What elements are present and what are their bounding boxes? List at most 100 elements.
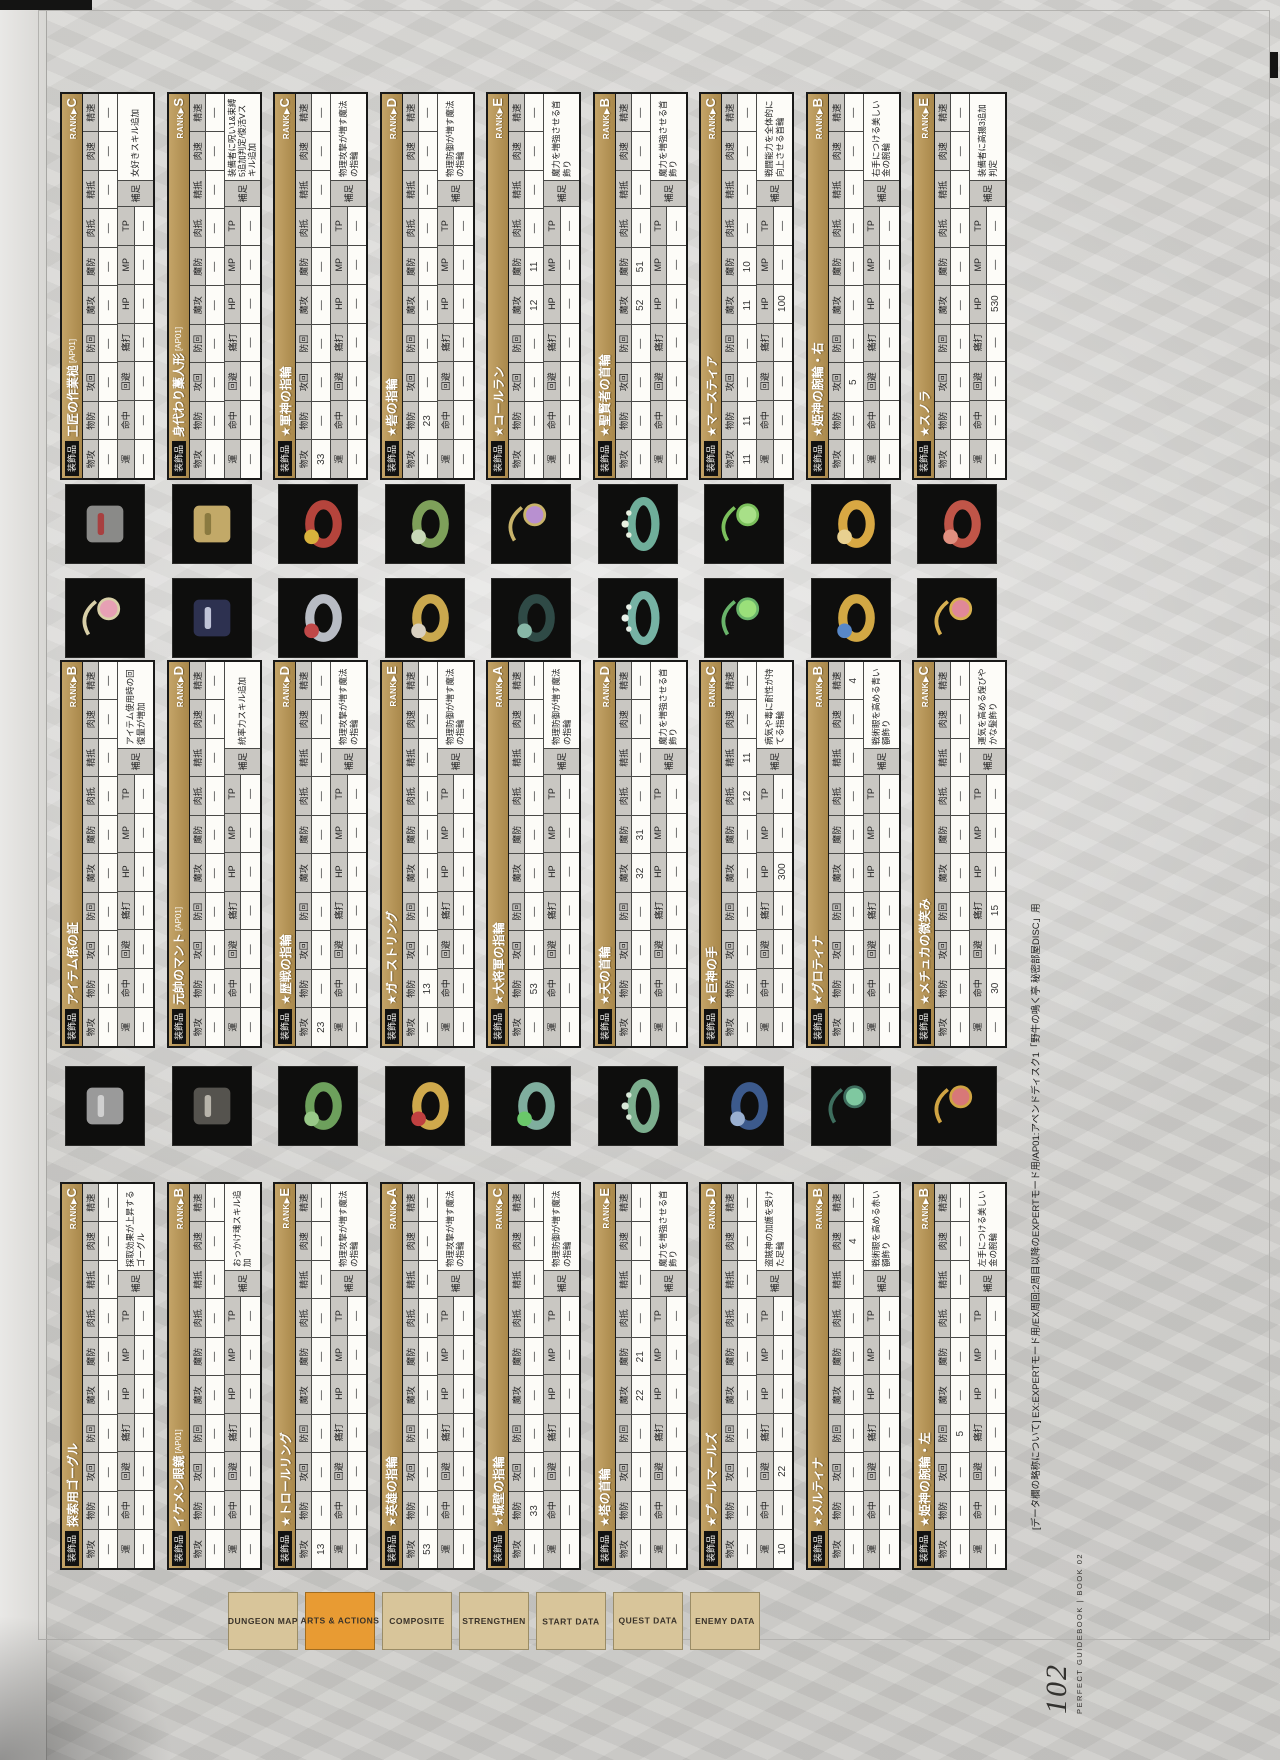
stat-header: 肉抵 [189,208,206,247]
stat-pair: TP — [544,205,579,245]
stat-header: 運 [650,440,668,478]
stat-header: 攻回 [189,362,206,401]
name-band: 装飾品 ★砦の指輪 RANK▶D [381,94,403,478]
stat-value: — [241,245,260,284]
stat-value: — [880,323,899,362]
rank-letter: E [916,98,931,107]
item-icon [65,484,145,564]
stat-pair: 運— [331,439,366,478]
stat-value: — [631,362,651,401]
rank-label: RANK▶ [388,107,398,140]
stat-header: 魔防 [189,247,206,286]
stat-value: — [418,439,438,478]
rank-letter: B [596,98,612,108]
stat-pair: 運— [970,439,1005,478]
stat-header: 命中 [224,401,242,440]
stat-value: — [738,131,757,170]
stat-value: 100 [773,284,792,323]
page-footer: 102 PERFECT GUIDEBOOK | BOOK 02 [1040,1553,1084,1714]
stat-header: 痛打 [650,323,668,362]
stat-header: 回避 [544,362,561,401]
stat-header: 物攻 [83,439,99,478]
stat-pair: TP — [757,205,792,245]
stat-value: — [667,206,686,245]
stat-header-row-1: 物攻物防攻回防回魔攻魔防肉抵精抵肉速精速 [402,94,419,478]
stat-header: MP [224,245,242,284]
item-name: ★姫神の腕輪・右 [811,342,825,437]
accessory-table: 装飾品 ★マースティア RANK▶C 物攻 物防 攻回 防回 魔攻 魔防 肉抵 精抵 肉速 精速 … [699,92,794,480]
stat-value: — [844,94,864,132]
stat-value: — [205,208,225,247]
supplement-text: 右手につける美しい金の腕輪 [863,94,899,180]
stat-value: — [844,247,864,286]
stat-header: TP [331,206,348,245]
supplement-text: 装備者に高揚3追加判定 [970,94,1005,180]
stat-pair: MP — [331,244,366,284]
stat-value: — [418,131,438,170]
item-name: ★スノラ [917,390,932,437]
accessory-entry: 装飾品 ★マースティア RANK▶C 物攻 物防 攻回 防回 魔攻 魔防 肉抵 精抵 肉速 精速 … [697,0,794,1760]
item-icon [384,578,465,658]
stat-value: — [347,362,366,401]
stat-value: — [525,131,544,170]
stat-header: 魔防 [509,247,525,286]
stat-value: — [738,208,757,247]
stat-value: — [951,324,970,363]
stat-value: — [986,206,1005,245]
accessory-entry: 装飾品 ★聖賢者の首輪 RANK▶B 物攻 物防 攻回 防回 魔攻 魔防 肉抵 精抵 肉速 精速 … [591,0,688,1760]
stat-pair: TP — [331,205,366,245]
stat-value: — [312,94,331,132]
stat-header: 運 [118,440,135,478]
stat-header: 痛打 [757,323,774,362]
stat-value: — [312,362,331,401]
stat-header: 物防 [722,401,738,440]
stat-header: 精抵 [83,170,99,209]
stat-header: 運 [863,440,881,478]
stat-value: — [134,362,153,401]
item-icon [917,578,997,658]
category-label: 装飾品 [704,440,718,476]
stat-pair: MP — [118,244,153,284]
stat-header: 肉抵 [935,208,951,247]
stat-value: 10 [738,247,757,286]
item-icon [704,484,784,564]
item-icon [810,578,891,658]
stat-value: — [418,362,438,401]
accessory-entry: 装飾品 ★ガーストリング RANK▶E 物攻 物防 攻回 防回 魔攻 魔防 肉抵 精抵 肉速 精速… [378,0,475,1760]
supplement-header: 補足 [437,180,473,206]
stat-value: — [454,206,473,245]
accessory-table: 装飾品 ★軍神の指輪 RANK▶C 物攻 物防 攻回 防回 魔攻 魔防 肉抵 精抵 肉速 精速 3… [273,92,368,480]
stat-pair: 命中 — [970,400,1005,440]
stat-value: — [205,94,225,132]
stat-value: — [667,323,686,362]
stat-pairs: 運 — 命中 — 回避 — 痛打 — HP 530 MP — TP — [970,205,1005,478]
stat-value: 11 [738,401,757,440]
stat-header: 物防 [189,401,206,440]
stat-header: 回避 [863,362,881,401]
item-name: 工匠の作業槌 [65,364,80,437]
stat-value: 51 [631,247,651,286]
stat-value: — [951,401,970,440]
item-name: ★聖賢者の首輪 [598,354,612,437]
stat-header: 回避 [437,362,455,401]
stat-value: — [312,401,331,440]
stat-header: 肉抵 [83,208,99,247]
stat-pair: TP — [863,205,899,245]
name-band: 装飾品 ★スノラ RANK▶E [914,94,935,478]
accessory-entry: 装飾品 イケメン眼鏡 [AP01] RANK▶B 物攻物防攻回防回魔攻魔防肉抵精… [165,0,262,1760]
name-band: 装飾品 ★軍神の指輪 RANK▶C [275,94,296,478]
stat-row-2: 運 — 命中 — 回避 — 痛打 — HP — MP — TP — 補足 女好きスキル追加 [118,94,153,478]
stat-value-row-1: —————————— [951,94,970,478]
stat-value: — [773,362,792,401]
stat-header: 回避 [331,362,348,401]
stat-pair: 命中 — [331,400,366,440]
stat-value: — [205,131,225,170]
stat-value: — [667,284,686,323]
stat-header: MP [118,245,135,284]
stat-pair: MP — [970,244,1005,284]
stat-value: — [418,170,438,209]
stat-pairs: 運—命中—回避—痛打—HP—MP—TP— [437,205,473,478]
item-icon [917,1066,997,1146]
stat-pair: 回避 — [757,361,792,401]
rank-badge: RANK▶E [489,98,507,138]
